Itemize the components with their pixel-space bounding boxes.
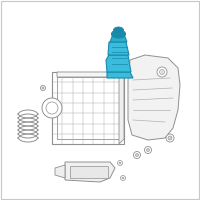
Circle shape xyxy=(160,70,164,74)
Polygon shape xyxy=(119,77,124,144)
Circle shape xyxy=(144,146,152,154)
Circle shape xyxy=(134,152,140,158)
Circle shape xyxy=(146,148,150,152)
Circle shape xyxy=(166,134,174,142)
Polygon shape xyxy=(106,55,131,72)
Ellipse shape xyxy=(112,30,126,38)
Bar xyxy=(52,72,124,144)
Circle shape xyxy=(157,67,167,77)
Circle shape xyxy=(168,136,172,140)
Ellipse shape xyxy=(114,27,124,33)
Polygon shape xyxy=(107,72,133,78)
Circle shape xyxy=(118,160,122,166)
Circle shape xyxy=(42,98,62,118)
Circle shape xyxy=(119,162,121,164)
Circle shape xyxy=(42,87,44,89)
Bar xyxy=(57,77,119,139)
Circle shape xyxy=(122,177,124,179)
Circle shape xyxy=(40,86,46,90)
Polygon shape xyxy=(110,34,127,42)
Circle shape xyxy=(46,102,58,114)
Bar xyxy=(70,166,108,178)
Circle shape xyxy=(120,176,126,180)
Circle shape xyxy=(136,154,138,156)
Polygon shape xyxy=(55,165,65,178)
Polygon shape xyxy=(108,42,129,55)
Polygon shape xyxy=(65,162,115,182)
Polygon shape xyxy=(57,72,124,77)
Polygon shape xyxy=(128,55,180,140)
